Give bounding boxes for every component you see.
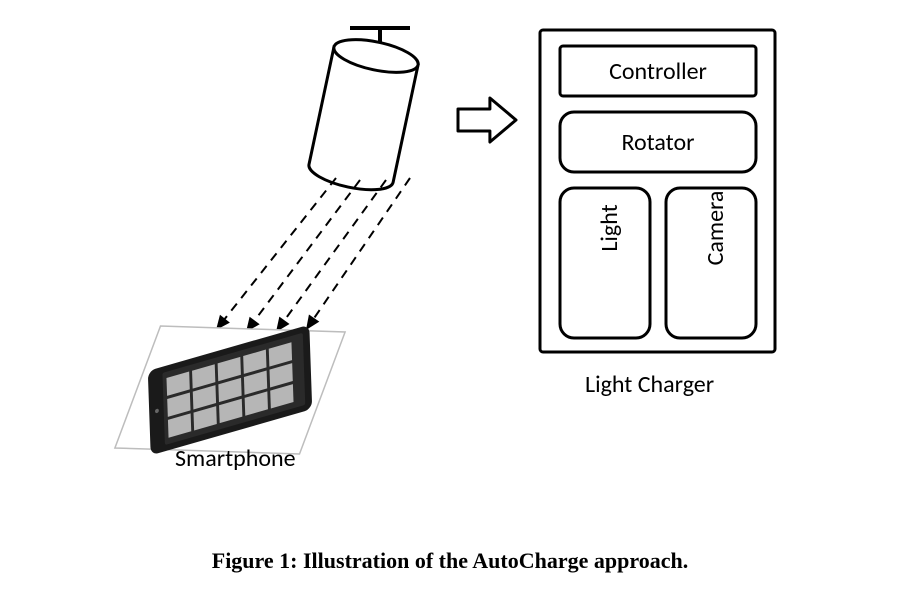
controller-box-label: Controller [560, 57, 756, 86]
light-charger-label: Light Charger [585, 370, 714, 399]
light-box-label: Light [595, 153, 624, 303]
figure-diagram: Smartphone Light Charger Controller Rota… [0, 0, 900, 603]
figure-caption: Figure 1: Illustration of the AutoCharge… [0, 548, 900, 574]
diagram-svg [0, 0, 900, 603]
camera-box-label: Camera [701, 153, 730, 303]
smartphone-label: Smartphone [175, 444, 296, 473]
